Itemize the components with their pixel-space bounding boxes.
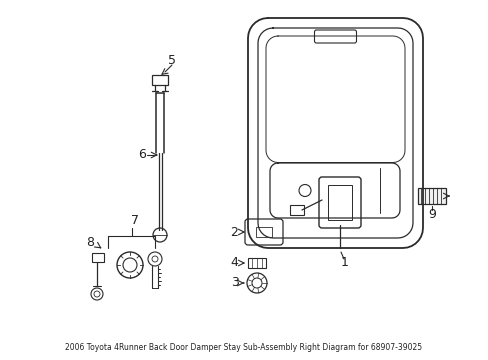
Text: 5: 5 [168,54,176,68]
FancyBboxPatch shape [318,177,360,228]
Text: 2006 Toyota 4Runner Back Door Damper Stay Sub-Assembly Right Diagram for 68907-3: 2006 Toyota 4Runner Back Door Damper Sta… [65,343,422,352]
Bar [327,185,351,220]
FancyBboxPatch shape [244,219,283,245]
Bar [247,258,265,268]
Text: 1: 1 [340,256,348,269]
FancyBboxPatch shape [314,30,356,43]
Bar [152,75,168,85]
Bar [92,253,104,262]
Text: 9: 9 [427,207,435,220]
Bar [256,227,271,237]
Text: 3: 3 [231,276,239,289]
Text: 6: 6 [138,148,145,162]
Text: 7: 7 [131,213,139,226]
Text: 2: 2 [229,225,238,238]
Text: 4: 4 [229,256,238,270]
Bar [417,188,445,204]
Text: 8: 8 [86,237,94,249]
Bar [289,205,304,215]
